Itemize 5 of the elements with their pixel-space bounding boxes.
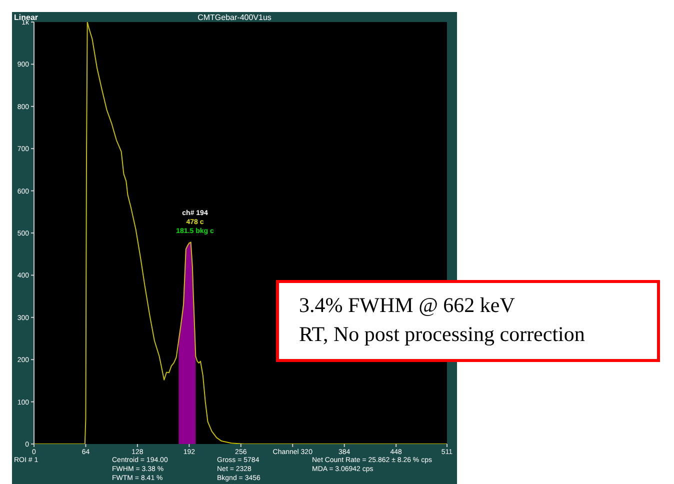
chart-title: CMTGebar-400V1us: [198, 13, 272, 22]
annotation: RT, No post processing correction: [299, 321, 586, 348]
chart-subtitle: Linear: [14, 13, 38, 22]
note-box: 3.4% FWHM @ 662 keV RT, No post processing correction: [276, 280, 660, 362]
annotation: 3.4% FWHM @ 662 keV: [299, 292, 516, 319]
